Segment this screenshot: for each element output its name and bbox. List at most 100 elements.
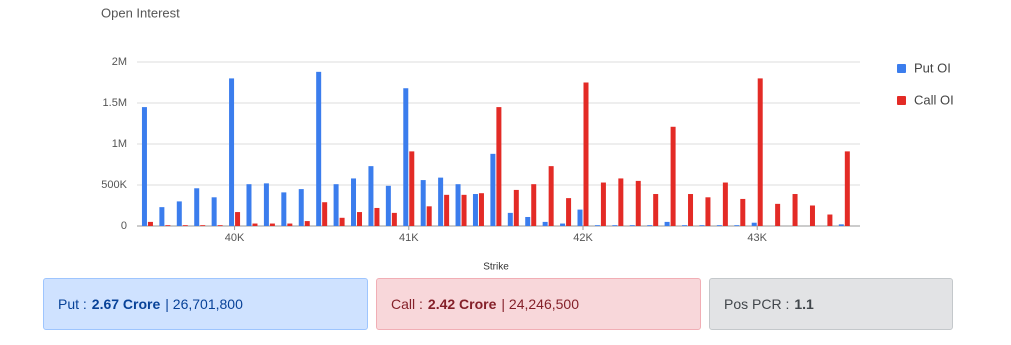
y-tick-label: 1M: [112, 138, 127, 150]
legend-label: Put OI: [914, 60, 951, 75]
bar: [455, 184, 461, 226]
label: Pos PCR :: [724, 296, 790, 312]
bar: [229, 78, 235, 227]
bar: [246, 184, 252, 226]
y-tick-label: 500K: [101, 179, 127, 191]
bar: [298, 189, 304, 226]
bar: [757, 78, 763, 227]
bar: [682, 225, 688, 226]
bar: [664, 221, 670, 226]
bar: [531, 184, 537, 226]
bar: [548, 166, 554, 226]
bar: [716, 225, 722, 226]
bar: [490, 153, 496, 226]
bar: [368, 166, 374, 226]
call-summary: Call :2.42 Crore | 24,246,500: [376, 278, 701, 330]
bar: [525, 216, 531, 226]
bar: [165, 225, 171, 226]
bar: [566, 198, 572, 226]
bar: [647, 225, 653, 226]
bar: [211, 197, 217, 226]
bar: [618, 178, 624, 226]
x-tick-label: 42K: [573, 232, 593, 244]
bar: [653, 194, 659, 226]
bar: [287, 223, 293, 226]
bar: [217, 225, 223, 226]
bar: [513, 189, 519, 226]
value: 2.67 Crore: [91, 296, 161, 312]
bar: [670, 126, 676, 226]
bar: [182, 225, 188, 226]
legend-label: Call OI: [914, 92, 954, 107]
bar: [635, 180, 641, 226]
bar: [507, 212, 513, 226]
bar: [322, 202, 328, 226]
bar: [496, 107, 502, 226]
bar: [141, 107, 147, 226]
bar: [478, 193, 484, 226]
bar: [304, 221, 310, 226]
bar: [438, 177, 444, 226]
y-tick-label: 2M: [112, 56, 127, 68]
bar: [705, 197, 711, 226]
bar: [281, 192, 287, 226]
bar: [333, 184, 339, 226]
bar: [583, 82, 589, 226]
bar: [194, 188, 200, 226]
bar: [809, 205, 815, 226]
bar: [827, 214, 833, 226]
bar: [351, 178, 357, 226]
chart: Open Interest Strike 0 500K 1M 1.5M 2M 40K 41K…: [101, 5, 954, 272]
bar: [159, 207, 165, 226]
bar: [316, 71, 322, 226]
y-tick-label: 0: [121, 220, 127, 232]
bar: [594, 225, 600, 226]
x-tick-label: 40K: [225, 232, 245, 244]
pcr-summary: Pos PCR :1.1: [709, 278, 953, 330]
label: Call :: [391, 296, 423, 312]
bar: [688, 194, 694, 226]
bar: [775, 203, 781, 226]
put-summary: Put :2.67 Crore | 26,701,800: [43, 278, 368, 330]
bar: [542, 221, 548, 226]
bar: [844, 151, 850, 226]
bar: [269, 223, 275, 226]
bar: [147, 221, 153, 226]
bar: [472, 194, 478, 226]
value: 1.1: [794, 296, 814, 312]
bar: [252, 223, 258, 226]
bar: [374, 207, 380, 226]
value: 2.42 Crore: [427, 296, 497, 312]
bar: [461, 194, 467, 226]
bar: [444, 194, 450, 226]
x-tick-label: 43K: [747, 232, 767, 244]
bar: [176, 201, 182, 226]
bar: [391, 212, 397, 226]
bar: [426, 206, 432, 226]
detail: | 24,246,500: [501, 296, 579, 312]
bar: [629, 225, 635, 226]
legend-swatch: [897, 96, 906, 105]
bar: [612, 225, 618, 226]
bar: [420, 180, 426, 226]
bar: [699, 225, 705, 226]
detail: | 26,701,800: [165, 296, 243, 312]
bar: [263, 183, 269, 226]
bar: [740, 198, 746, 226]
legend-swatch: [897, 64, 906, 73]
bar: [722, 182, 728, 226]
bar: [838, 224, 844, 226]
bar: [751, 222, 757, 226]
bar: [577, 209, 583, 226]
bar: [357, 212, 363, 226]
bar: [235, 212, 241, 226]
bar: [560, 223, 566, 226]
x-tick-label: 41K: [399, 232, 419, 244]
y-tick-label: 1.5M: [103, 97, 127, 109]
label: Put :: [58, 296, 87, 312]
bar: [792, 194, 798, 226]
bar: [339, 217, 345, 226]
bar: [409, 151, 415, 226]
chart-title: Open Interest: [101, 5, 180, 20]
